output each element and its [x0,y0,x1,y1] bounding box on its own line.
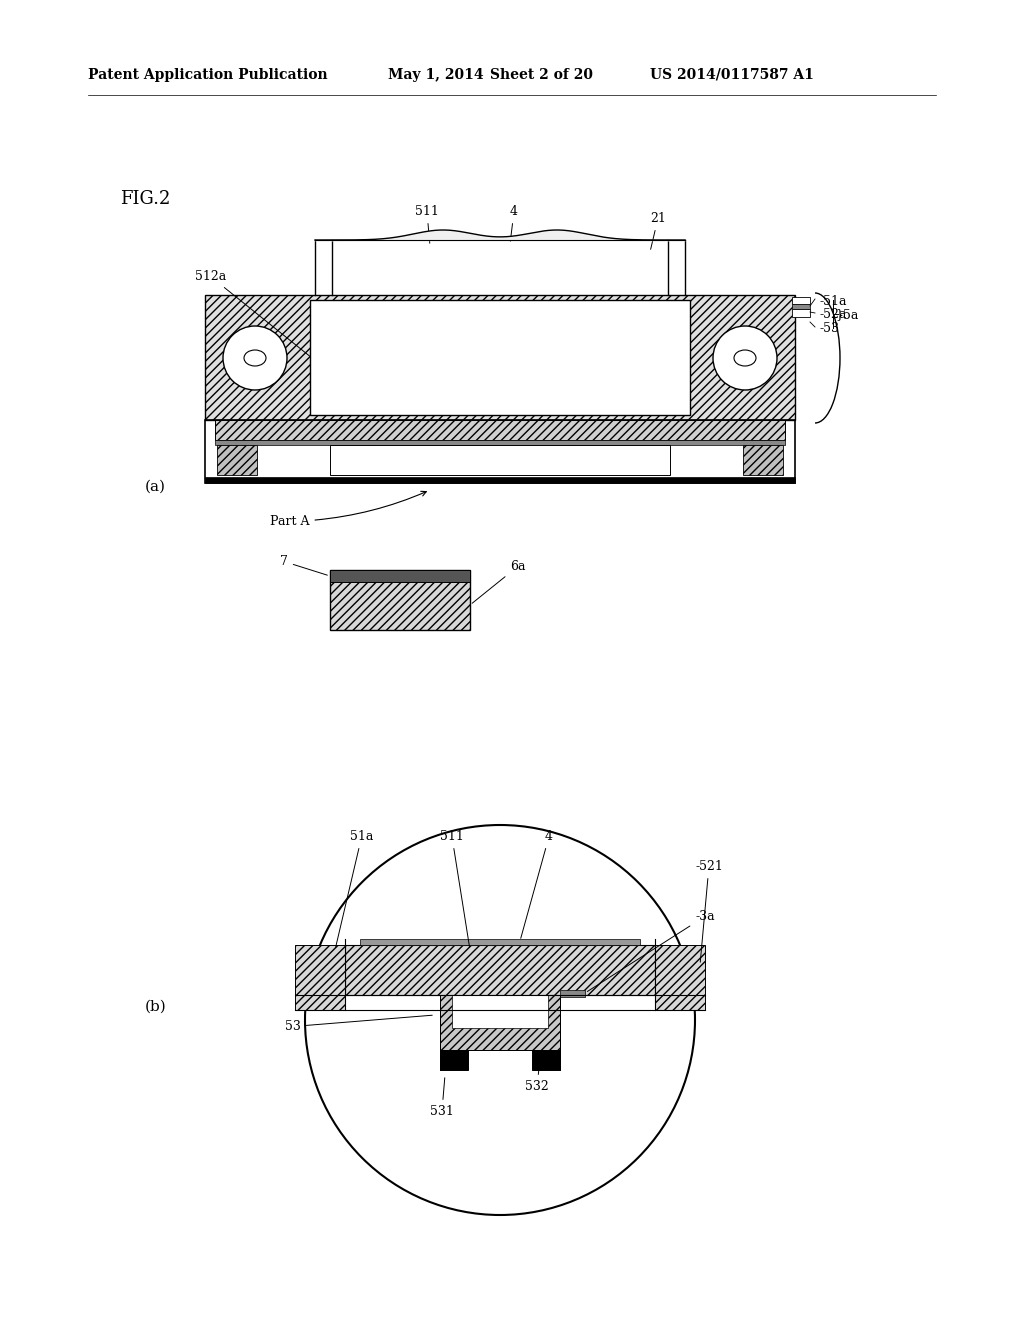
Text: -53: -53 [820,322,840,335]
Bar [792,309,810,317]
Text: 532: 532 [525,1063,549,1093]
Text: -521: -521 [695,861,723,962]
Bar [560,990,585,997]
Bar [310,300,690,414]
Text: -51a: -51a [820,294,848,308]
Bar [205,294,795,420]
Bar [295,945,345,1010]
Text: Patent Application Publication: Patent Application Publication [88,69,328,82]
Bar [215,420,785,440]
Text: US 2014/0117587 A1: US 2014/0117587 A1 [650,69,814,82]
Text: 4: 4 [510,205,518,242]
Bar [655,945,705,1010]
Bar [440,995,560,1049]
Bar [792,297,810,304]
Text: }5a: }5a [835,308,858,321]
Bar [440,1049,468,1071]
Bar [330,570,470,582]
Text: Part A: Part A [270,491,426,528]
Bar [205,420,795,483]
Bar [345,945,655,995]
Text: -52a: -52a [820,308,848,321]
Circle shape [713,326,777,389]
Bar [360,939,640,945]
Text: 6a: 6a [472,560,525,603]
Bar [452,995,548,1028]
Circle shape [223,326,287,389]
Circle shape [305,825,695,1214]
Text: Sheet 2 of 20: Sheet 2 of 20 [490,69,593,82]
Text: -3a: -3a [588,909,715,991]
Ellipse shape [734,350,756,366]
Text: (a): (a) [145,480,166,494]
Bar [743,445,783,475]
Bar [205,477,795,483]
Ellipse shape [244,350,266,366]
Text: May 1, 2014: May 1, 2014 [388,69,483,82]
Bar [792,304,810,309]
Bar [215,440,785,445]
Text: 512a: 512a [195,271,310,356]
Text: 531: 531 [430,1077,454,1118]
Text: FIG.2: FIG.2 [120,190,170,209]
Text: 511: 511 [440,830,470,948]
Text: 4: 4 [521,830,553,939]
Text: 511: 511 [415,205,439,243]
Bar [330,445,670,475]
Text: 7: 7 [280,554,328,576]
Text: 53: 53 [285,1015,432,1034]
Text: (b): (b) [145,1001,167,1014]
Bar [217,445,257,475]
Bar [532,1049,560,1071]
Bar [330,570,470,630]
Text: 51a: 51a [336,830,374,948]
Text: 21: 21 [650,213,666,249]
